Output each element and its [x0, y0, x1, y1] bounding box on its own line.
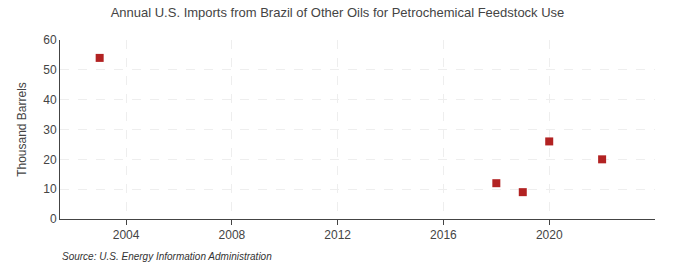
- svg-text:50: 50: [43, 63, 57, 77]
- svg-text:20: 20: [43, 153, 57, 167]
- svg-text:2012: 2012: [324, 228, 351, 242]
- svg-text:Source: U.S. Energy Informatio: Source: U.S. Energy Information Administ…: [62, 251, 272, 262]
- svg-text:Thousand Barrels: Thousand Barrels: [15, 82, 29, 177]
- svg-text:2016: 2016: [430, 228, 457, 242]
- svg-text:2020: 2020: [536, 228, 563, 242]
- svg-text:2008: 2008: [219, 228, 246, 242]
- svg-text:Annual U.S. Imports from Brazi: Annual U.S. Imports from Brazil of Other…: [111, 5, 565, 20]
- svg-text:40: 40: [43, 93, 57, 107]
- svg-text:30: 30: [43, 123, 57, 137]
- svg-text:60: 60: [43, 33, 57, 47]
- svg-text:0: 0: [50, 212, 57, 226]
- svg-text:10: 10: [43, 182, 57, 196]
- svg-text:2004: 2004: [113, 228, 140, 242]
